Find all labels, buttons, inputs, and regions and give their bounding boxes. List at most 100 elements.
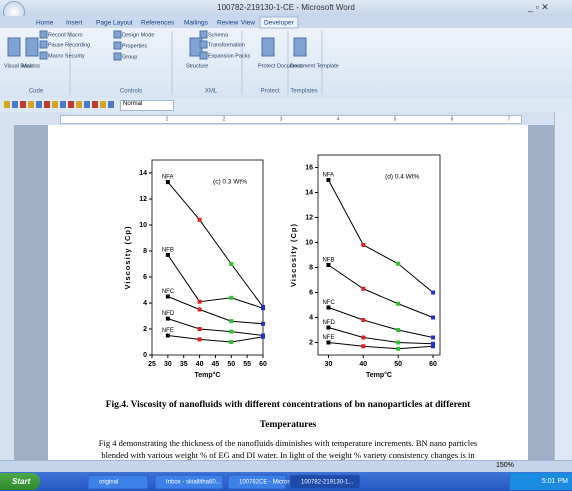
ribbon-button[interactable]: Macro Security [48,53,85,59]
ribbon-button[interactable]: Design Mode [122,32,154,38]
window-title: 100782-219130-1-CE - Microsoft Word [217,3,355,12]
series-label: NFB [162,247,174,253]
ribbon-icon [113,41,122,50]
toolbar-icon[interactable] [4,101,10,108]
y-tick-label: 14 [305,189,313,196]
ribbon-icon [199,30,208,39]
toolbar-icon[interactable] [108,101,114,108]
ribbon-button[interactable]: Transformation [208,42,245,48]
series-line [328,179,434,293]
data-point [326,263,331,267]
ribbon-tab[interactable]: View [241,20,255,27]
toolbar-icon[interactable] [60,101,66,108]
taskbar-item[interactable] [227,474,287,490]
ribbon-tab[interactable]: Review [217,20,239,27]
toolbar-icon[interactable] [92,101,98,108]
toolbar-icon[interactable] [12,101,18,108]
toolbar-icon[interactable] [68,101,74,108]
series-label: NFA [322,173,334,179]
toolbar-icon[interactable] [20,101,26,108]
toolbar-icon[interactable] [28,101,34,108]
data-point [361,335,366,340]
ribbon-button[interactable]: Macros [22,63,40,69]
ribbon-icon [199,51,208,60]
data-point [361,318,366,322]
ribbon-icon [293,37,307,57]
x-axis-label: Temp°C [194,371,220,379]
data-point [229,329,234,334]
series-label: NFD [162,311,175,317]
group-label: Code [29,89,44,95]
group-label: Controls [120,89,142,95]
window-controls[interactable]: _ ▫ ✕ [528,2,549,12]
data-point [396,346,401,351]
ruler-number: 7 [508,116,511,122]
toolbar-icon[interactable] [76,101,82,108]
data-point [431,344,436,349]
series-label: NFC [322,300,335,306]
ribbon-button[interactable]: Properties [122,43,147,49]
ribbon-tab[interactable]: Developer [264,20,294,27]
toolbar-icon[interactable] [100,101,106,108]
data-point [361,243,366,247]
ruler-number: 4 [337,116,340,122]
data-point [396,261,401,266]
ribbon-button[interactable]: Group [122,54,137,60]
data-point [431,315,436,320]
ribbon-tab[interactable]: References [141,20,175,27]
toolbar-icon[interactable] [84,101,90,108]
zoom-level[interactable]: 150% [496,462,514,469]
page [48,125,528,460]
data-point [165,252,170,257]
ribbon-button[interactable]: Visual Basic [4,63,34,69]
ribbon-tab[interactable]: Home [36,20,54,27]
ribbon-button[interactable]: Expansion Packs [208,53,250,59]
ribbon-button[interactable]: Protect Document [258,63,302,69]
ribbon-tab[interactable]: Insert [66,20,82,27]
x-tick-label: 60 [429,361,437,368]
style-box[interactable]: Normal [120,100,174,111]
ribbon-button[interactable]: Pause Recording [48,42,90,48]
chart-title: (d) 0.4 Wt% [385,174,420,181]
data-point [165,316,170,321]
y-tick-label: 8 [143,248,147,255]
ribbon-tab[interactable]: Mailings [184,20,209,27]
ribbon-icon [7,37,21,57]
taskbar-item[interactable] [289,474,361,490]
data-point [261,306,265,311]
data-point [326,305,331,310]
taskbar-item[interactable] [87,474,149,490]
toolbar-icon[interactable] [44,101,50,108]
ribbon-button[interactable]: Document Template [290,63,339,69]
scrollbar[interactable] [554,112,572,460]
data-point [261,321,265,326]
ruler-number: 2 [223,116,226,122]
start-button[interactable]: Start [0,473,40,490]
ribbon-button[interactable]: Structure [186,63,208,69]
data-point [431,341,436,346]
taskbar-item[interactable] [154,474,224,490]
data-point [326,178,331,182]
toolbar-icon[interactable] [36,101,42,108]
ribbon-tab[interactable]: Page Layout [96,20,133,27]
ruler-number: 6 [451,116,454,122]
data-point [361,286,366,291]
y-tick-label: 6 [309,289,313,296]
ribbon-button[interactable]: Record Macro [48,32,83,38]
ribbon-button[interactable]: Schema [208,32,229,38]
data-point [229,262,234,266]
data-point [396,328,401,332]
ribbon-icon [113,52,122,61]
data-point [431,335,436,340]
taskbar-item-label: 100782-219130-1... [301,480,354,486]
toolbar-icon[interactable] [52,101,58,108]
figure-caption: Fig.4. Viscosity of nanofluids with diff… [105,400,471,410]
series-line [167,318,264,336]
data-point [165,333,170,338]
series-line [328,264,434,318]
ribbon-icon [39,51,48,60]
data-point [431,290,436,295]
ruler-number: 3 [280,116,283,122]
